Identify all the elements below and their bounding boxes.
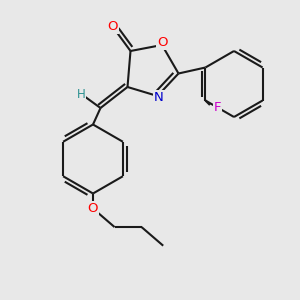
Text: N: N: [154, 91, 164, 104]
Text: F: F: [214, 101, 221, 114]
Text: O: O: [88, 202, 98, 215]
Text: H: H: [76, 88, 85, 101]
Text: O: O: [157, 36, 167, 49]
Text: O: O: [107, 20, 118, 33]
